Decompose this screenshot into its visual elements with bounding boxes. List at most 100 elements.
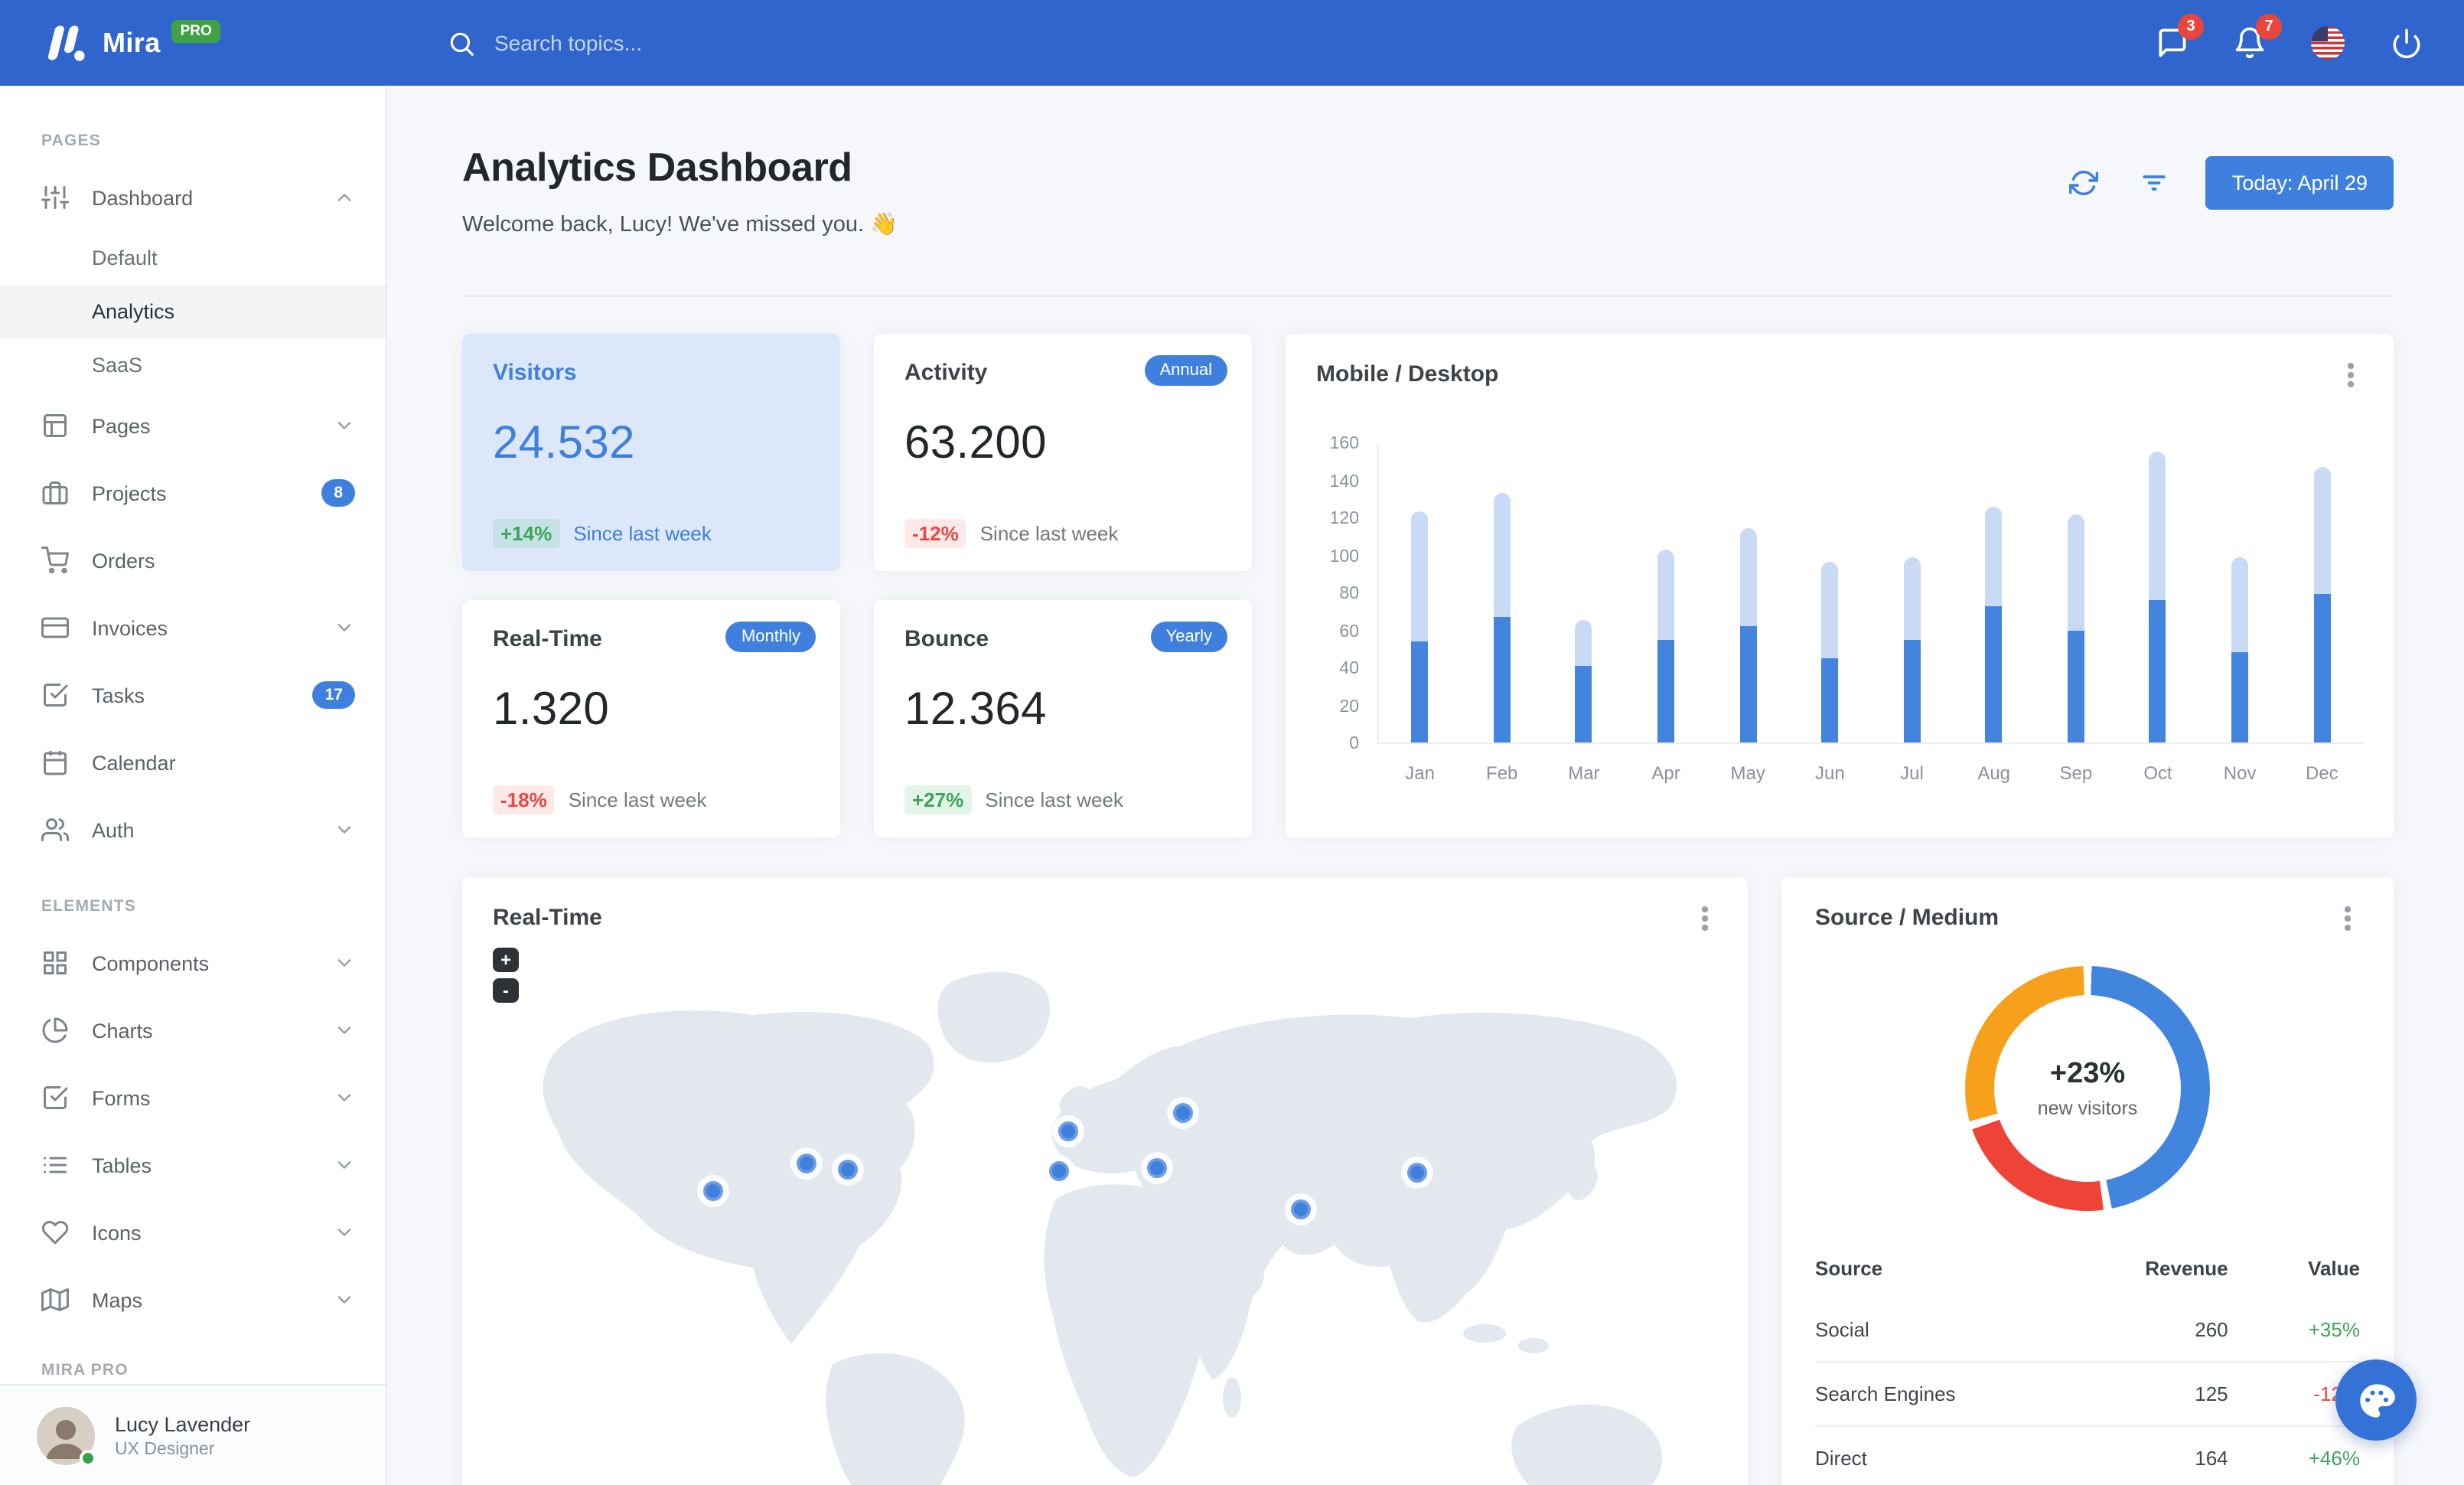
main-content: Analytics Dashboard Welcome back, Lucy! …: [387, 86, 2464, 1485]
pro-badge: PRO: [171, 19, 221, 42]
brand[interactable]: Mira PRO: [0, 19, 387, 66]
us-flag-icon: [2311, 26, 2345, 60]
sidebar-item-components[interactable]: Components: [0, 929, 386, 997]
bar-plot: Jan Feb Mar Apr May Jun Jul Aug Sep Oct Nov Dec: [1377, 444, 2363, 784]
sidebar-item-calendar[interactable]: Calendar: [0, 729, 386, 796]
source-table: Source Revenue Value Social 260 +35% Sea…: [1815, 1245, 2360, 1485]
chevron-down-icon: [334, 819, 355, 840]
chevron-down-icon: [334, 1020, 355, 1041]
activity-period-badge[interactable]: Annual: [1144, 355, 1227, 386]
visitors-value: 24.532: [493, 418, 635, 468]
heart-icon: [41, 1219, 69, 1246]
map-marker-6[interactable]: [1173, 1103, 1193, 1123]
chevron-down-icon: [334, 952, 355, 974]
sidebar-item-forms[interactable]: Forms: [0, 1064, 386, 1131]
bar-oct: Oct: [2117, 444, 2198, 784]
world-map: [543, 971, 1677, 1485]
map-marker-5[interactable]: [1049, 1161, 1069, 1181]
sidebar-item-saas[interactable]: SaaS: [92, 354, 143, 377]
user-role: UX Designer: [115, 1440, 215, 1458]
briefcase-icon: [41, 479, 69, 507]
chevron-down-icon: [334, 617, 355, 638]
sidebar-item-analytics[interactable]: Analytics: [0, 285, 386, 338]
bounce-value: 12.364: [904, 684, 1047, 735]
language-selector[interactable]: [2309, 24, 2346, 61]
realtime-period-badge[interactable]: Monthly: [725, 622, 816, 652]
notifications-button[interactable]: 7: [2231, 14, 2282, 61]
user-name: Lucy Lavender: [115, 1412, 251, 1435]
map-zoom-in-button[interactable]: +: [493, 948, 519, 972]
layout-icon: [41, 412, 69, 439]
bar-chart: 0 20 40 60 80 100 120 140 160 Jan Feb Mar Apr May Jun…: [1316, 435, 2366, 784]
messages-button[interactable]: 3: [2153, 14, 2204, 61]
stat-card-bounce: Bounce Yearly 12.364 +27% Since last wee…: [874, 600, 1252, 837]
top-navbar: Mira PRO 3 7: [0, 0, 2464, 86]
calendar-icon: [41, 749, 69, 776]
sidebar-section-elements: ELEMENTS: [41, 897, 136, 915]
bounce-period-badge[interactable]: Yearly: [1150, 622, 1227, 652]
users-icon: [41, 816, 69, 844]
brand-name: Mira: [103, 27, 161, 57]
refresh-button[interactable]: [2065, 165, 2102, 201]
sidebar-item-tasks[interactable]: Tasks 17: [0, 661, 386, 729]
donut-center-label: new visitors: [2037, 1098, 2138, 1119]
map-marker-8[interactable]: [1291, 1199, 1311, 1219]
sidebar-user-profile[interactable]: Lucy Lavender UX Designer: [0, 1384, 386, 1485]
today-button[interactable]: Today: April 29: [2205, 156, 2394, 210]
header-divider: [462, 295, 2394, 297]
logout-button[interactable]: [2387, 24, 2424, 61]
theme-settings-fab[interactable]: [2335, 1359, 2417, 1441]
sidebar-item-pages[interactable]: Pages: [0, 392, 386, 459]
map-marker-9[interactable]: [1407, 1163, 1427, 1183]
map-marker-7[interactable]: [1147, 1158, 1167, 1178]
search-input[interactable]: [494, 31, 923, 55]
sidebar-section-mira-pro: MIRA PRO: [41, 1361, 129, 1379]
donut-center-value: +23%: [2049, 1058, 2126, 1090]
y-axis: 0 20 40 60 80 100 120 140 160: [1329, 435, 1359, 753]
source-medium-card: Source / Medium +23% new visitors Sourc: [1781, 877, 2394, 1485]
map-menu-button[interactable]: [1693, 905, 1717, 932]
messages-count-badge: 3: [2178, 14, 2204, 40]
mobile-desktop-chart-card: Mobile / Desktop 0 20 40 60 80 100 120 140 160 J…: [1286, 334, 2394, 837]
stat-card-visitors: Visitors 24.532 +14% Since last week: [462, 334, 840, 571]
bar-nov: Nov: [2199, 444, 2281, 784]
stat-card-realtime: Real-Time Monthly 1.320 -18% Since last …: [462, 600, 840, 837]
power-icon: [2390, 27, 2422, 59]
map-marker-2[interactable]: [797, 1154, 816, 1173]
sidebar-item-default[interactable]: Default: [92, 246, 158, 269]
map-marker-4[interactable]: [1058, 1121, 1078, 1141]
projects-count-badge: 8: [321, 479, 355, 507]
filter-button[interactable]: [2136, 165, 2172, 201]
sidebar-item-charts[interactable]: Charts: [0, 997, 386, 1064]
table-row-social: Social 260 +35%: [1815, 1318, 2360, 1341]
sidebar-item-maps[interactable]: Maps: [0, 1266, 386, 1333]
sidebar-item-icons[interactable]: Icons: [0, 1199, 386, 1266]
realtime-change-badge: -18%: [493, 785, 555, 814]
sidebar-item-orders[interactable]: Orders: [0, 527, 386, 594]
map-marker-3[interactable]: [838, 1160, 858, 1180]
visitors-change-badge: +14%: [493, 519, 560, 548]
source-menu-button[interactable]: [2335, 905, 2360, 932]
map-title: Real-Time: [493, 905, 602, 931]
sidebar-item-auth[interactable]: Auth: [0, 796, 386, 863]
sidebar-item-dashboard[interactable]: Dashboard: [0, 164, 386, 231]
navbar-search: [447, 28, 923, 57]
search-icon: [447, 28, 476, 57]
shopping-cart-icon: [41, 547, 69, 574]
sidebar-section-pages: PAGES: [41, 132, 101, 150]
chart-menu-button[interactable]: [2339, 361, 2363, 389]
map-marker-1[interactable]: [703, 1181, 723, 1201]
sidebar-item-tables[interactable]: Tables: [0, 1131, 386, 1199]
check-square-icon: [41, 681, 69, 709]
map-zoom-out-button[interactable]: -: [493, 978, 519, 1003]
bar-mar: Mar: [1543, 444, 1625, 784]
sidebar-item-invoices[interactable]: Invoices: [0, 594, 386, 661]
sidebar-item-projects[interactable]: Projects 8: [0, 459, 386, 527]
palette-icon: [2356, 1380, 2396, 1420]
stat-card-activity: Activity Annual 63.200 -12% Since last w…: [874, 334, 1252, 571]
bar-feb: Feb: [1461, 444, 1543, 784]
realtime-map-card: Real-Time: [462, 877, 1748, 1485]
sidebar: PAGES Dashboard Default Analytics SaaS P…: [0, 86, 387, 1485]
source-title: Source / Medium: [1815, 905, 2000, 931]
